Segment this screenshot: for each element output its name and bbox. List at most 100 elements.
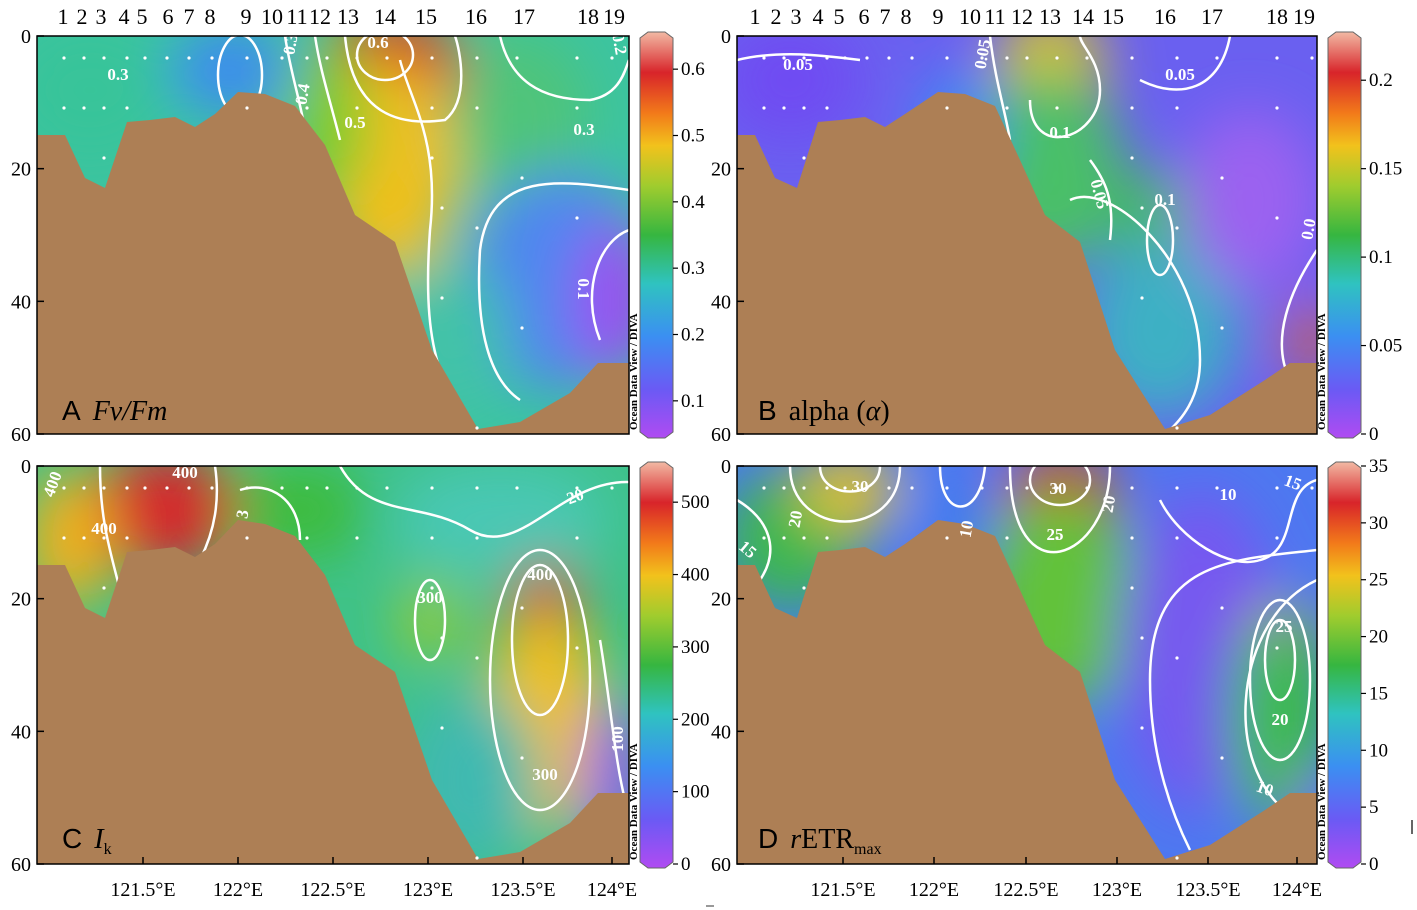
sample-point [1005, 486, 1009, 490]
sample-point [475, 656, 479, 660]
contour-label: 100 [608, 726, 627, 752]
sample-point [440, 636, 444, 640]
sample-point [187, 486, 191, 490]
station-label: 9 [241, 4, 252, 29]
sample-point [1140, 726, 1144, 730]
sample-point [1130, 536, 1134, 540]
sample-point [802, 106, 806, 110]
station-label: 5 [137, 4, 148, 29]
sample-point [1175, 426, 1179, 430]
sample-point [782, 486, 786, 490]
sample-point [475, 226, 479, 230]
sample-point [1215, 486, 1219, 490]
station-label: 1 [750, 4, 761, 29]
sample-point [575, 106, 579, 110]
colorbar-tick-label: 0.1 [681, 391, 705, 412]
sample-point [1175, 856, 1179, 860]
sample-point [385, 486, 389, 490]
contour-label: 0.1 [1049, 123, 1070, 142]
sample-point [825, 106, 829, 110]
contour-label: 10 [1220, 485, 1237, 504]
panel-b-title: B alpha (α) [758, 395, 890, 427]
sample-point [280, 486, 284, 490]
contour-label: 400 [527, 565, 553, 584]
contour-label: 400 [172, 463, 198, 482]
sample-point [945, 106, 949, 110]
contour-label: 0.3 [279, 32, 301, 56]
sample-point [355, 106, 359, 110]
sample-point [945, 486, 949, 490]
depth-tick-label: 40 [11, 291, 31, 313]
panel-d-title: D rETRmax [758, 823, 882, 858]
station-label: 2 [771, 4, 782, 29]
sample-point [575, 486, 579, 490]
lon-tick-label: 122°E [213, 879, 263, 901]
sample-point [82, 56, 86, 60]
sample-point [475, 106, 479, 110]
contour-label: 3 [232, 508, 252, 520]
depth-tick-label: 40 [711, 721, 731, 743]
sample-point [1130, 56, 1134, 60]
sample-point [825, 486, 829, 490]
contour-label: 20 [1098, 494, 1120, 514]
contour-label: 0.6 [367, 33, 388, 52]
sample-point [1130, 486, 1134, 490]
sample-point [475, 856, 479, 860]
sample-point [165, 56, 169, 60]
sample-point [1215, 56, 1219, 60]
panel-c-contours [98, 466, 629, 812]
station-label: 12 [309, 4, 331, 29]
sample-point [1275, 56, 1279, 60]
sample-point [1275, 486, 1279, 490]
sample-point [762, 106, 766, 110]
station-label: 17 [513, 4, 535, 29]
sample-point [887, 486, 891, 490]
sample-point [62, 106, 66, 110]
depth-tick-label: 40 [11, 721, 31, 743]
panel-a-seafloor [37, 92, 629, 434]
depth-tick-label: 0 [721, 456, 731, 478]
contour-label: 30 [852, 477, 869, 496]
station-label: 7 [880, 4, 891, 29]
sample-point [305, 486, 309, 490]
contour-label: 0.05 [971, 38, 995, 71]
sample-point [1175, 56, 1179, 60]
station-label: 10 [261, 4, 283, 29]
colorbar-tick-label: 10 [1369, 740, 1388, 761]
panel-d-prefix: r [790, 824, 801, 855]
sample-point [385, 56, 389, 60]
station-label: 12 [1011, 4, 1033, 29]
colorbar-tick-label: 25 [1369, 570, 1388, 591]
sample-point [843, 56, 847, 60]
sample-point [165, 486, 169, 490]
colorbar-tick-label: 0.15 [1369, 159, 1402, 180]
lon-tick-label: 122.5°E [300, 879, 365, 901]
colorbar-tick-label: 0.2 [1369, 70, 1393, 91]
sample-point [575, 56, 579, 60]
sample-point [280, 56, 284, 60]
sample-point [325, 486, 329, 490]
station-label: 19 [603, 4, 625, 29]
sample-point [1220, 176, 1224, 180]
station-label: 13 [337, 4, 359, 29]
panel-a-points [62, 56, 614, 430]
contour-label: 0.2 [608, 32, 630, 56]
depth-tick-label: 0 [21, 456, 31, 478]
lon-tick-label: 124°E [587, 879, 637, 901]
sample-point [802, 56, 806, 60]
sample-point [1025, 486, 1029, 490]
panel-b [737, 36, 1317, 434]
depth-tick-label: 20 [11, 589, 31, 611]
colorbar-c [639, 461, 674, 869]
panel-b-close: ) [880, 396, 889, 427]
sample-point [245, 536, 249, 540]
sample-point [210, 56, 214, 60]
contour-label: 0.5 [344, 113, 365, 132]
station-label: 10 [959, 4, 981, 29]
sample-point [843, 486, 847, 490]
panel-c-name: I [93, 824, 105, 855]
colorbar-a-gradient [639, 31, 674, 439]
colorbar-tick-label: 0.5 [681, 126, 705, 147]
sample-point [1140, 636, 1144, 640]
panel-b-alpha: α [866, 396, 882, 427]
